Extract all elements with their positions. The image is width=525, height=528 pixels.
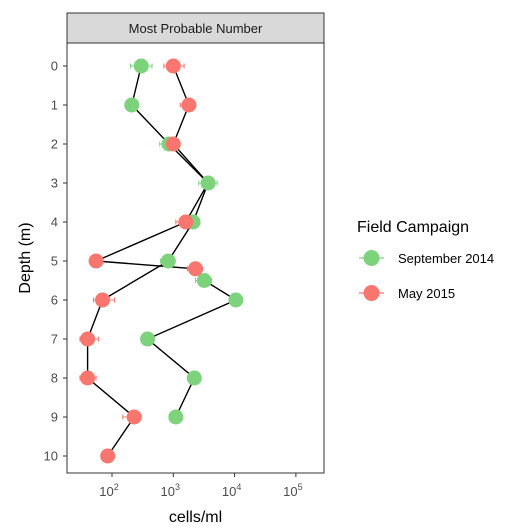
data-point: [200, 175, 216, 191]
data-point: [95, 292, 111, 308]
y-tick-label: 0: [51, 59, 58, 74]
chart-title: Most Probable Number: [129, 21, 263, 36]
data-point: [160, 253, 176, 269]
data-point: [88, 253, 104, 269]
y-axis: 0 1 2 3 4 5 6 7 8 9 10: [44, 59, 67, 464]
data-point: [187, 261, 203, 277]
legend-key-marker: [363, 285, 380, 301]
legend-items: September 2014 May 2015: [359, 250, 494, 301]
y-tick-label: 3: [51, 176, 58, 191]
data-point: [196, 273, 212, 288]
data-point: [228, 292, 244, 308]
y-tick-label: 7: [51, 332, 58, 347]
y-tick-label: 9: [51, 410, 58, 425]
x-tick-label: 102: [99, 482, 118, 499]
data-point: [168, 409, 184, 425]
x-tick-label: 104: [222, 482, 241, 499]
x-axis-title: cells/ml: [169, 509, 222, 526]
data-point: [165, 136, 181, 152]
data-point: [126, 409, 142, 425]
legend-key-marker: [363, 250, 380, 266]
data-point: [181, 97, 197, 113]
y-tick-label: 10: [44, 449, 58, 464]
data-point: [186, 370, 202, 386]
y-tick-label: 1: [51, 98, 58, 113]
y-tick-label: 5: [51, 254, 58, 269]
y-tick-label: 2: [51, 137, 58, 152]
data-point: [100, 448, 116, 464]
legend: Field Campaign September 2014 May 2015: [357, 219, 494, 301]
x-tick-label: 105: [283, 482, 302, 499]
x-tick-label: 103: [161, 482, 180, 499]
data-point: [178, 214, 194, 230]
legend-title: Field Campaign: [357, 219, 469, 236]
x-axis: 102 103 104 105: [99, 473, 303, 499]
data-points: [80, 58, 244, 464]
data-point: [133, 58, 149, 74]
y-axis-title: Depth (m): [17, 222, 34, 293]
data-point: [80, 331, 96, 347]
data-point: [124, 97, 140, 113]
data-point: [140, 331, 156, 347]
data-point: [165, 58, 181, 74]
legend-label: May 2015: [398, 286, 455, 301]
panel-strip: [66, 12, 325, 44]
y-tick-label: 6: [51, 293, 58, 308]
legend-label: September 2014: [398, 251, 494, 266]
data-point: [80, 370, 96, 386]
y-tick-label: 8: [51, 371, 58, 386]
profile-line-september: [95, 65, 238, 418]
plot-panel: [66, 42, 325, 474]
y-tick-label: 4: [51, 215, 58, 230]
